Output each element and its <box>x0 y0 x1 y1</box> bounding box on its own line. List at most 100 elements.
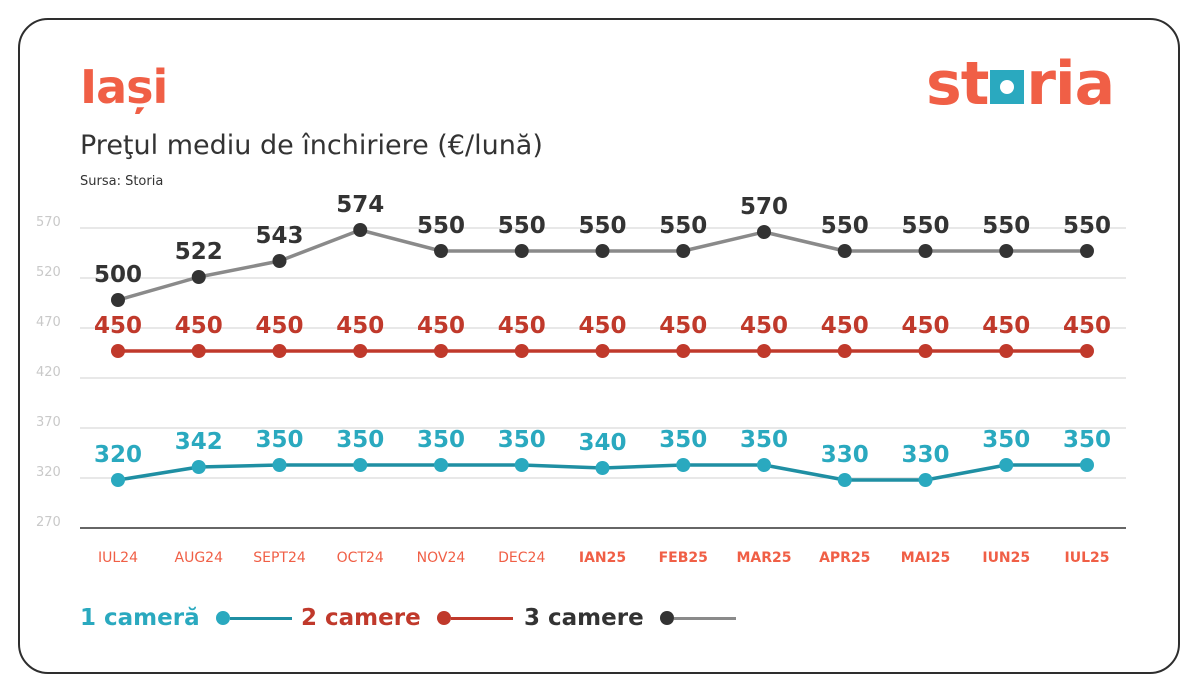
data-point-3 <box>837 244 852 258</box>
data-label-3: 500 <box>94 262 142 288</box>
logo-text-right: ria <box>1026 49 1115 119</box>
data-label-2: 450 <box>821 313 869 339</box>
data-label-2: 450 <box>94 313 142 339</box>
data-label-3: 550 <box>498 213 546 239</box>
x-tick-label: IAN25 <box>579 550 626 566</box>
legend-item-1: 1 cameră <box>80 598 292 638</box>
x-tick-label: NOV24 <box>417 550 466 566</box>
x-tick-label: SEPT24 <box>253 550 306 566</box>
data-point-1 <box>757 458 771 472</box>
data-point-1 <box>434 458 448 472</box>
data-label-1: 350 <box>982 427 1030 453</box>
x-tick-label: IUL24 <box>98 550 138 566</box>
chart-subtitle: Preţul mediu de închiriere (€/lună) <box>80 130 543 161</box>
data-label-3: 550 <box>821 213 869 239</box>
legend-label-2: 2 camere <box>301 605 421 631</box>
data-point-3 <box>353 223 368 237</box>
data-point-2 <box>272 344 287 358</box>
data-point-1 <box>837 473 852 487</box>
data-point-1 <box>191 460 206 474</box>
data-label-1: 340 <box>578 430 626 456</box>
data-point-3 <box>918 244 933 258</box>
data-label-1: 330 <box>821 442 869 468</box>
data-point-2 <box>595 344 610 358</box>
data-point-2 <box>514 344 529 358</box>
data-point-1 <box>111 473 125 487</box>
data-point-2 <box>999 344 1014 358</box>
data-label-1: 350 <box>255 427 303 453</box>
data-point-1 <box>514 458 529 472</box>
data-label-2: 450 <box>255 313 303 339</box>
data-point-3 <box>999 244 1014 258</box>
legend-label-1: 1 cameră <box>80 605 200 631</box>
data-point-1 <box>353 458 368 472</box>
data-label-3: 522 <box>175 239 223 265</box>
data-label-1: 350 <box>740 427 788 453</box>
y-tick-label: 270 <box>36 515 61 530</box>
x-tick-label: IUL25 <box>1065 550 1110 566</box>
x-tick-label: DEC24 <box>498 550 545 566</box>
data-point-3 <box>757 225 771 239</box>
data-label-2: 450 <box>336 313 384 339</box>
data-point-1 <box>595 461 610 475</box>
data-point-3 <box>595 244 610 258</box>
data-label-3: 550 <box>901 213 949 239</box>
y-tick-label: 320 <box>36 465 61 480</box>
data-label-1: 350 <box>659 427 707 453</box>
data-point-3 <box>191 270 206 284</box>
x-tick-label: MAR25 <box>736 550 791 566</box>
data-label-1: 350 <box>1063 427 1111 453</box>
data-label-2: 450 <box>901 313 949 339</box>
data-point-1 <box>676 458 691 472</box>
data-label-3: 550 <box>417 213 465 239</box>
data-label-3: 550 <box>659 213 707 239</box>
data-label-2: 450 <box>175 313 223 339</box>
data-point-2 <box>676 344 691 358</box>
data-label-3: 550 <box>982 213 1030 239</box>
data-label-3: 574 <box>336 192 384 218</box>
legend-dot-1 <box>215 611 230 625</box>
x-tick-label: OCT24 <box>337 550 384 566</box>
y-tick-label: 520 <box>36 265 61 280</box>
x-tick-label: FEB25 <box>659 550 708 566</box>
data-point-1 <box>999 458 1014 472</box>
data-point-1 <box>272 458 287 472</box>
city-title: Iași <box>80 60 168 114</box>
data-label-3: 550 <box>1063 213 1111 239</box>
data-point-3 <box>272 254 287 268</box>
data-label-3: 543 <box>255 223 303 249</box>
data-label-3: 570 <box>740 194 788 220</box>
data-point-3 <box>434 244 448 258</box>
storia-logo: st ria <box>926 54 1115 114</box>
data-label-1: 342 <box>175 429 223 455</box>
data-label-1: 350 <box>498 427 546 453</box>
legend-dot-3 <box>659 611 674 625</box>
x-tick-label: MAI25 <box>901 550 950 566</box>
legend-line-3 <box>673 616 736 620</box>
y-tick-label: 470 <box>36 315 61 330</box>
data-label-2: 450 <box>740 313 788 339</box>
legend-line-1 <box>229 616 292 620</box>
legend-item-3: 3 camere <box>524 598 736 638</box>
data-label-1: 320 <box>94 442 142 468</box>
data-label-2: 450 <box>498 313 546 339</box>
data-point-2 <box>918 344 933 358</box>
data-label-3: 550 <box>578 213 626 239</box>
data-label-2: 450 <box>1063 313 1111 339</box>
x-tick-label: IUN25 <box>982 550 1030 566</box>
data-point-3 <box>1080 244 1094 258</box>
data-point-2 <box>757 344 771 358</box>
legend-label-3: 3 camere <box>524 605 644 631</box>
data-label-2: 450 <box>417 313 465 339</box>
data-point-2 <box>191 344 206 358</box>
y-tick-label: 570 <box>36 215 61 230</box>
data-label-2: 450 <box>982 313 1030 339</box>
y-tick-label: 420 <box>36 365 61 380</box>
data-point-2 <box>1080 344 1094 358</box>
data-point-2 <box>111 344 125 358</box>
data-label-1: 350 <box>336 427 384 453</box>
data-point-3 <box>514 244 529 258</box>
legend-line-2 <box>450 616 513 620</box>
data-label-1: 330 <box>901 442 949 468</box>
